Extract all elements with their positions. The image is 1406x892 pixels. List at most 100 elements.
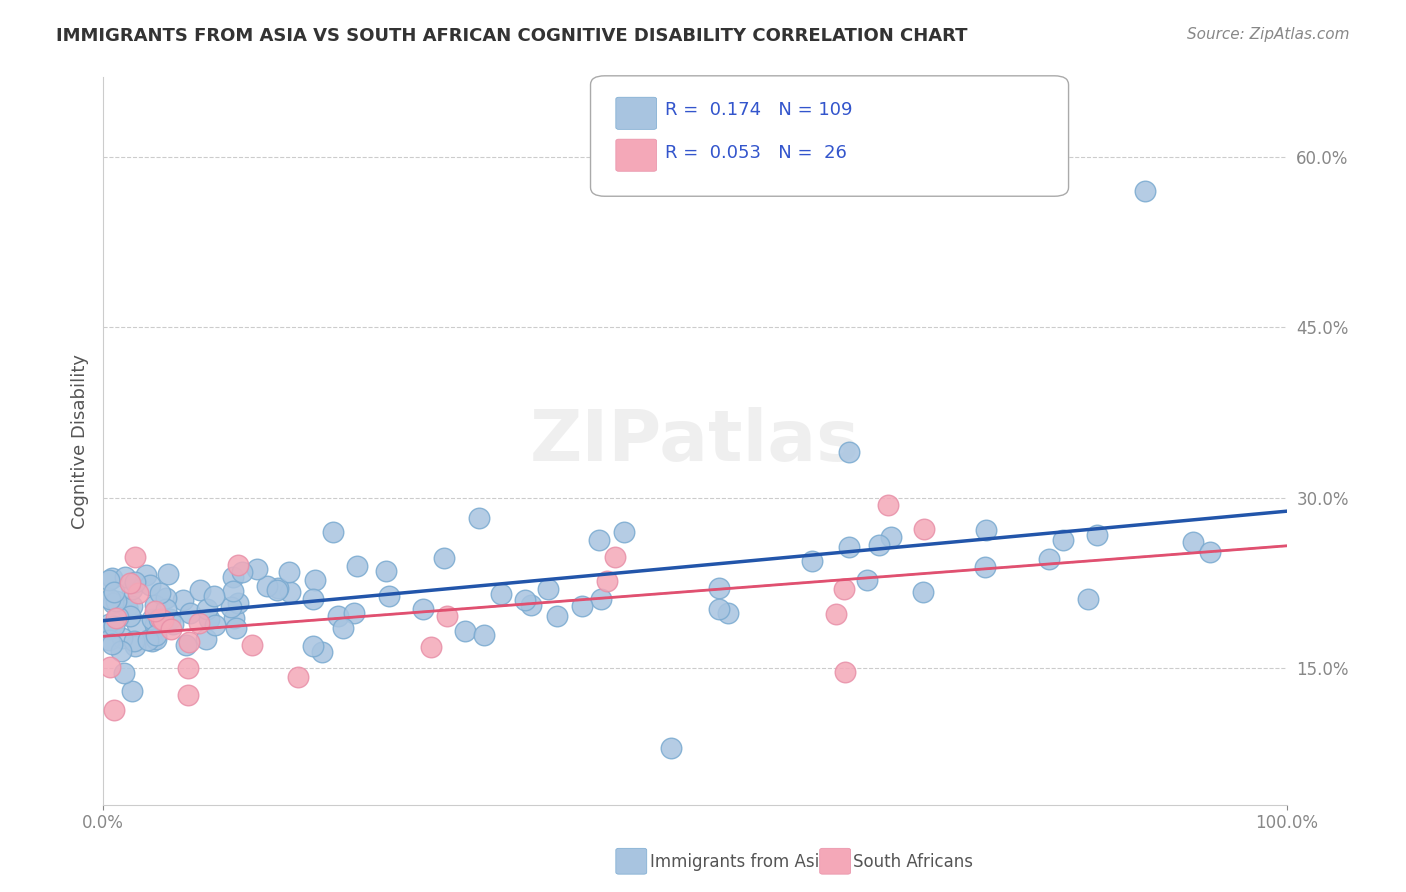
Point — [136, 632, 159, 647]
Point — [912, 585, 935, 599]
Point — [155, 601, 177, 615]
Point — [491, 587, 513, 601]
Point — [100, 660, 122, 674]
Point — [571, 599, 593, 613]
Point — [412, 602, 434, 616]
Point — [322, 524, 344, 539]
Point — [98, 622, 121, 636]
Point — [162, 617, 184, 632]
Point — [103, 585, 125, 599]
Point — [824, 607, 846, 621]
Point — [120, 576, 142, 591]
Point — [240, 638, 263, 652]
Text: IMMIGRANTS FROM ASIA VS SOUTH AFRICAN COGNITIVE DISABILITY CORRELATION CHART: IMMIGRANTS FROM ASIA VS SOUTH AFRICAN CO… — [56, 27, 967, 45]
Point — [110, 631, 132, 645]
Point — [121, 599, 143, 613]
Point — [332, 621, 354, 635]
Point — [231, 565, 253, 579]
Point — [454, 624, 477, 638]
Point — [172, 592, 194, 607]
Point — [114, 570, 136, 584]
Point — [143, 598, 166, 612]
Point — [115, 601, 138, 615]
Point — [912, 522, 935, 536]
Point — [515, 593, 537, 607]
Point — [346, 559, 368, 574]
Point — [152, 613, 174, 627]
Point — [546, 608, 568, 623]
Point — [589, 591, 612, 606]
Point — [536, 582, 558, 596]
Point — [149, 612, 172, 626]
Point — [155, 591, 177, 605]
Point — [974, 560, 997, 574]
Point — [139, 578, 162, 592]
Point — [226, 596, 249, 610]
Point — [877, 498, 900, 512]
Point — [174, 638, 197, 652]
Point — [304, 573, 326, 587]
Point — [145, 628, 167, 642]
Point — [118, 608, 141, 623]
Point — [98, 573, 121, 587]
Point — [110, 644, 132, 658]
Point — [343, 606, 366, 620]
Point — [707, 581, 730, 595]
Point — [1133, 184, 1156, 198]
Point — [188, 616, 211, 631]
Point — [122, 634, 145, 648]
Text: ZIPatlas: ZIPatlas — [530, 407, 860, 475]
Point — [127, 585, 149, 599]
Point — [145, 632, 167, 647]
Point — [707, 602, 730, 616]
Point — [1182, 535, 1205, 549]
Text: R =  0.053   N =  26: R = 0.053 N = 26 — [665, 144, 846, 161]
Text: Immigrants from Asia: Immigrants from Asia — [650, 853, 830, 871]
Text: South Africans: South Africans — [853, 853, 973, 871]
Point — [160, 622, 183, 636]
Point — [266, 582, 288, 597]
Point — [246, 562, 269, 576]
Point — [436, 609, 458, 624]
Point — [221, 584, 243, 599]
Point — [222, 611, 245, 625]
Point — [204, 617, 226, 632]
Point — [107, 609, 129, 624]
Point — [976, 523, 998, 537]
Point — [419, 640, 441, 654]
Point — [179, 635, 201, 649]
Point — [659, 740, 682, 755]
Point — [103, 619, 125, 633]
Point — [124, 639, 146, 653]
Point — [838, 541, 860, 555]
Point — [101, 637, 124, 651]
Point — [834, 665, 856, 679]
Point — [179, 606, 201, 620]
Point — [302, 639, 325, 653]
Point — [195, 602, 218, 616]
Point — [856, 573, 879, 587]
Point — [1085, 528, 1108, 542]
Point — [1038, 551, 1060, 566]
Point — [287, 670, 309, 684]
Point — [603, 549, 626, 564]
Point — [177, 660, 200, 674]
Text: R =  0.174   N = 109: R = 0.174 N = 109 — [665, 101, 852, 119]
Point — [114, 666, 136, 681]
Point — [176, 688, 198, 702]
Point — [716, 607, 738, 621]
Point — [596, 574, 619, 589]
Point — [228, 558, 250, 573]
Point — [377, 589, 399, 603]
Point — [141, 612, 163, 626]
Point — [256, 579, 278, 593]
Point — [1052, 533, 1074, 547]
Point — [143, 618, 166, 632]
Point — [880, 531, 903, 545]
Point — [105, 611, 128, 625]
Point — [98, 632, 121, 647]
Point — [267, 581, 290, 595]
Point — [202, 589, 225, 603]
Point — [121, 582, 143, 597]
Point — [278, 585, 301, 599]
